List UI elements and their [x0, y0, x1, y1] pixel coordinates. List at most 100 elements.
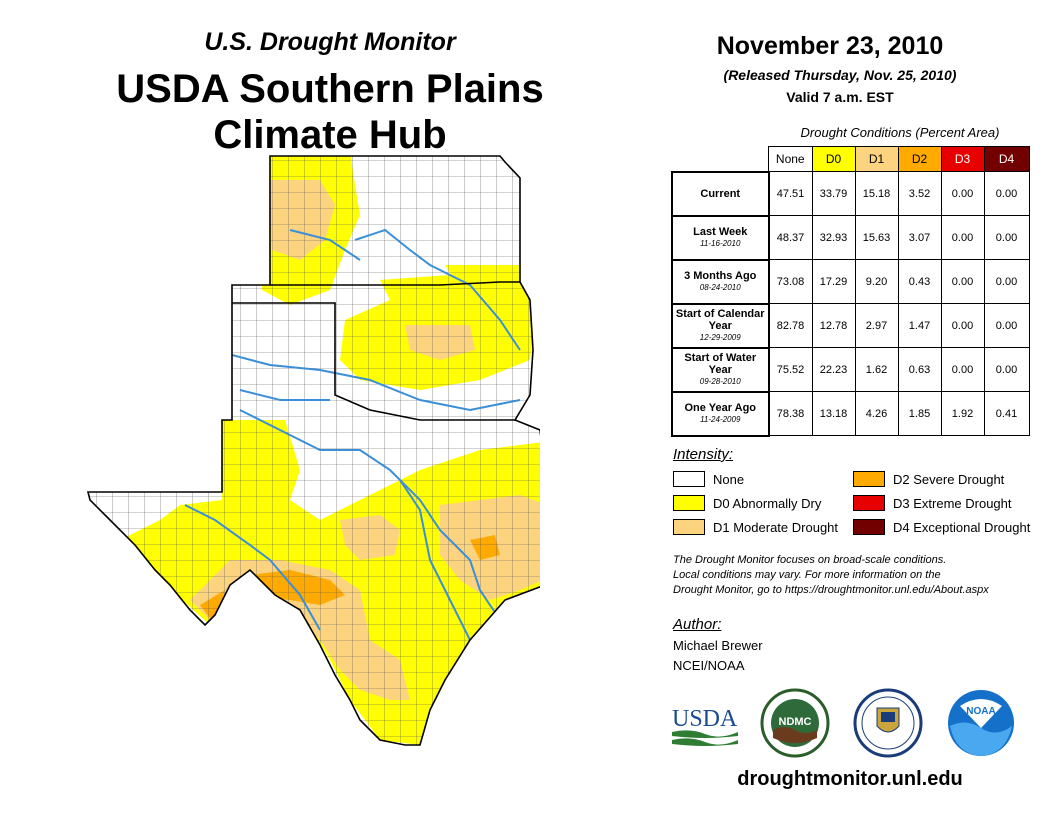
author-title: Author: — [673, 616, 722, 633]
column-header-d2: D2 — [897, 146, 942, 172]
value-cell: 1.47 — [897, 303, 942, 348]
value-cell: 32.93 — [811, 215, 856, 260]
value-cell: 15.18 — [854, 171, 899, 216]
noaa-logo: NOAA — [948, 690, 1014, 756]
ndmc-logo: NDMC — [760, 688, 830, 758]
value-cell: 0.00 — [940, 303, 985, 348]
value-cell: 0.00 — [983, 259, 1030, 304]
rivers — [184, 228, 521, 641]
legend-swatch — [853, 471, 885, 487]
value-cell: 17.29 — [811, 259, 856, 304]
legend-item: D3 Extreme Drought — [853, 495, 1012, 511]
map-title: USDA Southern Plains Climate Hub — [60, 66, 600, 158]
row-sublabel: 08-24-2010 — [699, 282, 741, 292]
row-label: Start of Water Year 09-28-2010 — [671, 346, 770, 393]
legend-title: Intensity: — [673, 446, 734, 463]
value-cell: 3.07 — [897, 215, 942, 260]
value-cell: 75.52 — [768, 347, 813, 392]
svg-text:NOAA: NOAA — [966, 706, 995, 717]
column-header-none: None — [768, 146, 813, 172]
value-cell: 15.63 — [854, 215, 899, 260]
table-row: Current 47.51 33.79 15.18 3.52 0.00 0.00 — [671, 170, 1030, 217]
value-cell: 3.52 — [897, 171, 942, 216]
table-row: One Year Ago 11-24-2009 78.38 13.18 4.26 1.85… — [671, 390, 1030, 437]
map-title-line2: Climate Hub — [213, 113, 447, 157]
row-sublabel: 11-24-2009 — [700, 414, 741, 424]
value-cell: 12.78 — [811, 303, 856, 348]
row-label-text: Current — [700, 187, 741, 200]
legend-swatch — [853, 519, 885, 535]
value-cell: 73.08 — [768, 259, 813, 304]
value-cell: 33.79 — [811, 171, 856, 216]
value-cell: 0.00 — [940, 259, 985, 304]
row-label: Last Week 11-16-2010 — [671, 214, 770, 261]
legend-item: D1 Moderate Drought — [673, 519, 838, 535]
commerce-seal-logo — [853, 688, 923, 758]
value-cell: 0.63 — [897, 347, 942, 392]
legend-item: None — [673, 471, 744, 487]
legend-label: D0 Abnormally Dry — [713, 495, 822, 511]
column-header-d3: D3 — [940, 146, 985, 172]
column-header-d0: D0 — [811, 146, 856, 172]
drought-map — [87, 155, 540, 746]
value-cell: 0.00 — [983, 347, 1030, 392]
value-cell: 4.26 — [854, 391, 899, 436]
value-cell: 0.00 — [940, 347, 985, 392]
row-label-text: Start of Calendar Year — [675, 307, 765, 332]
legend-label: D2 Severe Drought — [893, 471, 1005, 487]
svg-text:USDA: USDA — [672, 706, 738, 732]
note-line3: Drought Monitor, go to https://droughtmo… — [673, 584, 989, 596]
legend-label: D4 Exceptional Drought — [893, 519, 1031, 535]
map-supertitle: U.S. Drought Monitor — [204, 28, 456, 56]
row-label: Current — [671, 170, 770, 217]
note-line2: Local conditions may vary. For more info… — [673, 569, 941, 581]
legend-swatch — [853, 495, 885, 511]
value-cell: 1.92 — [940, 391, 985, 436]
value-cell: 22.23 — [811, 347, 856, 392]
row-sublabel: 12-29-2009 — [699, 332, 741, 342]
value-cell: 0.00 — [983, 215, 1030, 260]
value-cell: 2.97 — [854, 303, 899, 348]
column-header-d1: D1 — [854, 146, 899, 172]
value-cell: 13.18 — [811, 391, 856, 436]
author-org: NCEI/NOAA — [673, 658, 745, 673]
value-cell: 0.00 — [940, 215, 985, 260]
value-cell: 9.20 — [854, 259, 899, 304]
value-cell: 0.00 — [983, 171, 1030, 216]
row-sublabel: 11-16-2010 — [700, 238, 741, 248]
drought-stats-table: None D0 D1 D2 D3 D4 Current 47.51 33.79 15.18 3.5… — [671, 146, 1030, 437]
legend-swatch — [673, 519, 705, 535]
legend-label: None — [713, 471, 745, 487]
usda-logo: USDA — [672, 706, 738, 746]
value-cell: 0.00 — [940, 171, 985, 216]
author-name: Michael Brewer — [673, 638, 763, 653]
row-label: Start of Calendar Year 12-29-2009 — [671, 302, 770, 349]
value-cell: 1.85 — [897, 391, 942, 436]
valid-time: Valid 7 a.m. EST — [786, 89, 894, 105]
row-label: 3 Months Ago 08-24-2010 — [671, 258, 770, 305]
row-label: One Year Ago 11-24-2009 — [671, 390, 770, 437]
release-date: (Released Thursday, Nov. 25, 2010) — [723, 67, 957, 83]
legend-swatch — [673, 495, 705, 511]
table-row: 3 Months Ago 08-24-2010 73.08 17.29 9.20 0.43… — [671, 258, 1030, 305]
table-row: Start of Water Year 09-28-2010 75.52 22.23 1… — [671, 346, 1030, 393]
row-label-text: 3 Months Ago — [684, 269, 757, 282]
table-header-row: None D0 D1 D2 D3 D4 — [672, 146, 1030, 172]
note-line1: The Drought Monitor focuses on broad-sca… — [673, 554, 947, 566]
row-sublabel: 09-28-2010 — [699, 376, 741, 386]
value-cell: 82.78 — [768, 303, 813, 348]
map-title-line1: USDA Southern Plains — [116, 67, 544, 111]
table-corner — [672, 147, 769, 172]
value-cell: 48.37 — [768, 215, 813, 260]
column-header-d4: D4 — [983, 146, 1030, 172]
report-date: November 23, 2010 — [716, 32, 944, 60]
state-boundaries — [87, 155, 540, 746]
site-url[interactable]: droughtmonitor.unl.edu — [737, 768, 963, 790]
disclaimer-note: The Drought Monitor focuses on broad-sca… — [673, 553, 1043, 598]
legend-item: D2 Severe Drought — [853, 471, 1004, 487]
value-cell: 47.51 — [768, 171, 813, 216]
value-cell: 0.00 — [983, 303, 1030, 348]
row-label-text: Start of Water Year — [684, 351, 757, 376]
table-row: Start of Calendar Year 12-29-2009 82.78 12.… — [671, 302, 1030, 349]
legend-item: D0 Abnormally Dry — [673, 495, 821, 511]
